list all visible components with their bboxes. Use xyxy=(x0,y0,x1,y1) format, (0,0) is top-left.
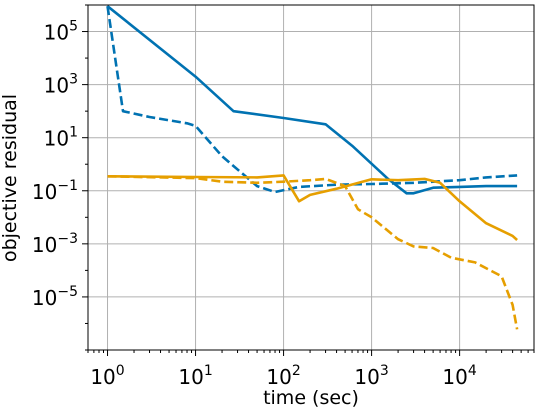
y-tick-base: 10 xyxy=(44,127,69,151)
x-axis-label: time (sec) xyxy=(263,387,359,409)
series-lines xyxy=(106,5,519,330)
series-line-2 xyxy=(106,6,518,194)
y-tick-label: 10−3 xyxy=(32,231,78,257)
y-tick-exp: 5 xyxy=(69,19,78,35)
grid-lines xyxy=(88,5,534,350)
y-tick-label: 10−1 xyxy=(32,178,78,204)
x-tick-base: 10 xyxy=(354,365,379,389)
y-tick-exp: −5 xyxy=(57,284,78,300)
y-tick-base: 10 xyxy=(32,180,57,204)
y-tick-label: 103 xyxy=(44,72,78,98)
x-tick-base: 10 xyxy=(178,365,203,389)
y-tick-base: 10 xyxy=(44,74,69,98)
series-line-1 xyxy=(106,5,518,195)
x-tick-exp: 3 xyxy=(380,363,389,379)
y-tick-label: 101 xyxy=(44,125,78,151)
x-tick-exp: 0 xyxy=(116,363,125,379)
x-tick-label: 103 xyxy=(354,363,388,389)
x-tick-base: 10 xyxy=(442,365,467,389)
x-tick-label: 101 xyxy=(178,363,212,389)
y-tick-base: 10 xyxy=(44,21,69,45)
series-line-3 xyxy=(107,174,518,241)
x-tick-base: 10 xyxy=(90,365,115,389)
y-tick-exp: 1 xyxy=(69,125,78,141)
plot-frame xyxy=(87,4,535,351)
y-tick-base: 10 xyxy=(32,286,57,310)
x-tick-exp: 2 xyxy=(292,363,301,379)
y-tick-label: 10−5 xyxy=(32,284,78,310)
y-tick-exp: −3 xyxy=(57,231,78,247)
x-tick-label: 102 xyxy=(266,363,300,389)
y-tick-base: 10 xyxy=(32,233,57,257)
axis-ticks xyxy=(82,4,535,356)
x-tick-label: 100 xyxy=(90,363,124,389)
y-tick-exp: −1 xyxy=(57,178,78,194)
y-tick-label: 105 xyxy=(44,19,78,45)
x-tick-base: 10 xyxy=(266,365,291,389)
x-tick-label: 104 xyxy=(442,363,476,389)
y-tick-exp: 3 xyxy=(69,72,78,88)
x-tick-exp: 1 xyxy=(204,363,213,379)
series-line-4 xyxy=(107,175,519,330)
y-axis-label: objective residual xyxy=(0,94,21,262)
x-tick-exp: 4 xyxy=(468,363,477,379)
